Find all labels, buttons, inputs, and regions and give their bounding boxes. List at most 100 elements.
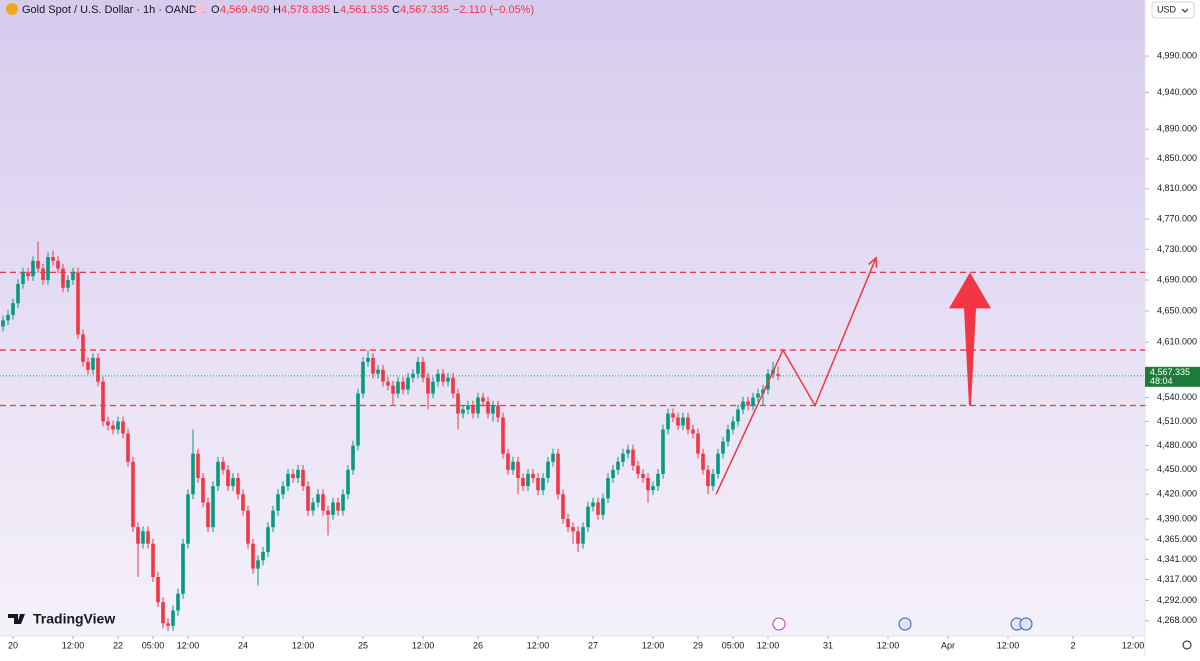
candle-body: [196, 453, 200, 478]
candle-body: [461, 409, 465, 414]
candle-body: [601, 498, 605, 515]
currency-button[interactable]: USD: [1151, 1, 1195, 19]
candle-body: [36, 260, 40, 269]
candle-body: [146, 531, 150, 544]
exchange-icon: [195, 4, 205, 14]
settings-icon[interactable]: [1182, 640, 1192, 650]
candle-body: [571, 527, 575, 532]
y-tick-label: 4,510.000: [1157, 416, 1197, 426]
candle-body: [116, 421, 120, 430]
candle-body: [596, 502, 600, 515]
candle-body: [741, 401, 745, 410]
x-tick-label: 26: [473, 640, 483, 650]
candle-body: [676, 417, 680, 426]
event-icon[interactable]: [772, 617, 786, 631]
candle-body: [141, 531, 145, 544]
candle-body: [621, 453, 625, 462]
candle-body: [251, 543, 255, 569]
ohlc-value: 4,578.835: [281, 4, 330, 16]
candle-body: [456, 393, 460, 414]
x-tick-label: Apr: [941, 640, 955, 650]
candle-body: [471, 405, 475, 414]
projection-path: [715, 257, 877, 495]
candle-body: [41, 268, 45, 281]
candle-body: [611, 469, 615, 478]
y-tick-label: 4,650.000: [1157, 305, 1197, 315]
y-tick-label: 4,540.000: [1157, 392, 1197, 402]
time-axis: [0, 636, 1145, 656]
candle-body: [641, 473, 645, 478]
candle-body: [441, 373, 445, 382]
candle-body: [246, 510, 250, 544]
candle-body: [71, 272, 75, 281]
candle-body: [241, 494, 245, 511]
event-flag[interactable]: [1019, 617, 1033, 631]
candle-body: [86, 361, 90, 370]
candle-body: [406, 377, 410, 390]
symbol-title: Gold Spot / U.S. Dollar · 1h · OANDA: [22, 4, 205, 16]
y-tick-label: 4,292.000: [1157, 595, 1197, 605]
candle-body: [731, 421, 735, 430]
change: −2.110 (−0.05%): [453, 4, 534, 16]
candle-body: [481, 397, 485, 402]
candle-body: [16, 283, 20, 304]
y-tick-label: 4,268.000: [1157, 615, 1197, 625]
ohlc-label: H: [273, 4, 281, 16]
candle-body: [171, 610, 175, 626]
candle-body: [191, 453, 195, 495]
candle-body: [316, 494, 320, 503]
event-flag[interactable]: [898, 617, 912, 631]
target-arrow: [949, 272, 991, 406]
candle-body: [496, 405, 500, 418]
candle-body: [21, 272, 25, 284]
ohlc-label: C: [392, 4, 400, 16]
candle-body: [231, 477, 235, 487]
candle-body: [206, 502, 210, 528]
currency[interactable]: USD: [1157, 4, 1177, 14]
candle-body: [446, 377, 450, 382]
last-price-label: 4,567.335: [1150, 367, 1190, 377]
y-tick-label: 4,770.000: [1157, 213, 1197, 223]
x-tick-label: 05:00: [142, 640, 165, 650]
candle-body: [256, 560, 260, 569]
y-tick-label: 4,890.000: [1157, 124, 1197, 134]
x-tick-label: 25: [358, 640, 368, 650]
candle-body: [281, 486, 285, 495]
candle-body: [746, 401, 750, 406]
candle-body: [591, 502, 595, 507]
y-tick-label: 4,341.000: [1157, 554, 1197, 564]
candle-body: [616, 461, 620, 470]
brand: TradingView: [8, 611, 115, 627]
candle-body: [536, 477, 540, 491]
candle-body: [401, 381, 405, 390]
candle-body: [661, 429, 665, 474]
candle-body: [656, 473, 660, 487]
candle-body: [576, 531, 580, 544]
candle-body: [721, 441, 725, 454]
x-tick-label: 12:00: [412, 640, 435, 650]
candle-body: [666, 413, 670, 430]
currency-box[interactable]: [1151, 1, 1195, 19]
candle-body: [321, 494, 325, 511]
candle-body: [151, 543, 155, 577]
candle-body: [451, 377, 455, 394]
y-tick-label: 4,390.000: [1157, 513, 1197, 523]
candle-body: [276, 494, 280, 511]
candle-body: [486, 401, 490, 414]
last-price-box: [1145, 366, 1200, 387]
x-tick-label: 29: [693, 640, 703, 650]
ohlc-value: 4,569.490: [220, 4, 269, 16]
candle-body: [76, 272, 80, 335]
candle-body: [526, 473, 530, 487]
candle-body: [706, 469, 710, 487]
ohlc-value: 4,567.335: [400, 4, 449, 16]
x-tick-label: 12:00: [997, 640, 1020, 650]
dropdown-caret[interactable]: [1181, 8, 1189, 13]
x-tick-label: 20: [8, 640, 18, 650]
header: Gold Spot / U.S. Dollar · 1h · OANDA O 4…: [6, 3, 534, 16]
ohlc-label: O: [211, 4, 220, 16]
countdown: 48:04: [1150, 376, 1173, 386]
candle-body: [6, 314, 10, 321]
candle-body: [266, 527, 270, 552]
candle-body: [416, 361, 420, 374]
